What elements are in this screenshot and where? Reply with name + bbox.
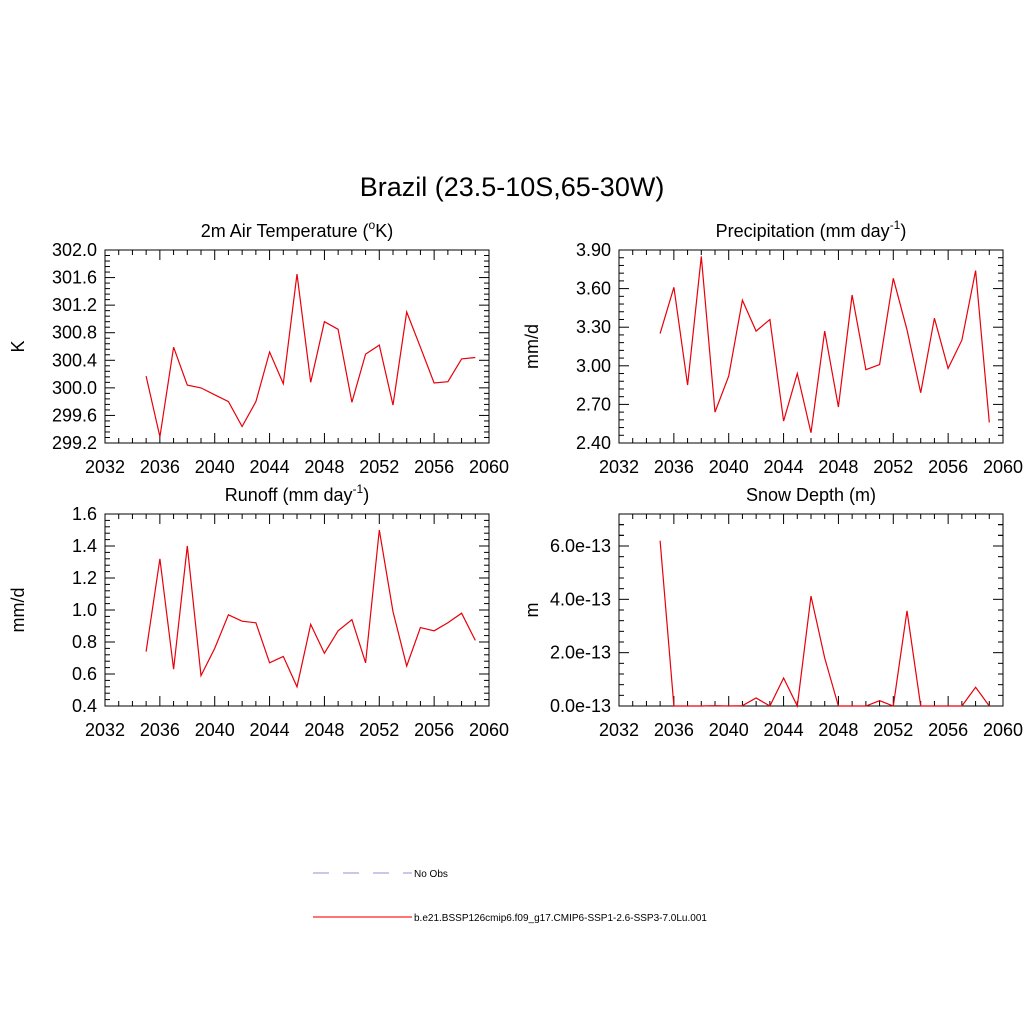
y-tick-label: 301.2 bbox=[52, 295, 97, 315]
x-tick-label: 2036 bbox=[140, 457, 180, 477]
y-tick-label: 301.6 bbox=[52, 268, 97, 288]
panel-runoff: Runoff (mm day-1) mm/d 2032 2036 2040 2044 204… bbox=[8, 482, 509, 740]
x-tick-label: 2048 bbox=[304, 457, 344, 477]
x-tick-label: 2040 bbox=[709, 720, 749, 740]
panel-title-main: 2m Air Temperature ( bbox=[201, 221, 369, 241]
panel-precipitation: Precipitation (mm day-1) mm/d 2032 2036 2040… bbox=[522, 218, 1023, 477]
y-tick-label: 4.0e-13 bbox=[550, 589, 611, 609]
y-tick-label: 1.4 bbox=[72, 536, 97, 556]
x-tick-label: 2048 bbox=[304, 720, 344, 740]
x-tick-label: 2056 bbox=[928, 457, 968, 477]
series-line bbox=[145, 274, 476, 437]
y-tick-label: 302.0 bbox=[52, 240, 97, 260]
panel-title-tail: ) bbox=[900, 221, 906, 241]
y-tick-label: 1.6 bbox=[72, 504, 97, 524]
x-tick-label: 2052 bbox=[359, 457, 399, 477]
panel-title: Precipitation (mm day-1) bbox=[716, 218, 907, 241]
x-tick-label: 2052 bbox=[359, 720, 399, 740]
y-tick-label: 3.30 bbox=[576, 317, 611, 337]
x-tick-label: 2060 bbox=[469, 720, 509, 740]
panel-title-main: Precipitation (mm day bbox=[716, 221, 890, 241]
panel-title-main: Snow Depth (m) bbox=[746, 485, 876, 505]
x-tick-label: 2060 bbox=[469, 457, 509, 477]
panel-title-main: Runoff (mm day bbox=[225, 485, 353, 505]
y-tick-label: 2.0e-13 bbox=[550, 643, 611, 663]
x-tick-label: 2044 bbox=[764, 720, 804, 740]
y-tick-label: 300.4 bbox=[52, 350, 97, 370]
x-tick-label: 2056 bbox=[414, 720, 454, 740]
y-tick-label: 0.8 bbox=[72, 632, 97, 652]
plot-frame bbox=[104, 249, 490, 444]
y-tick-label: 300.8 bbox=[52, 323, 97, 343]
panels: 2m Air Temperature (oK) K 2032 2036 2040 2044… bbox=[8, 218, 1023, 740]
figure-title: Brazil (23.5-10S,65-30W) bbox=[360, 172, 665, 202]
x-tick-label: 2060 bbox=[983, 720, 1023, 740]
y-tick-label: 0.6 bbox=[72, 664, 97, 684]
x-tick-label: 2044 bbox=[764, 457, 804, 477]
y-tick-label: 3.90 bbox=[576, 240, 611, 260]
y-tick-label: 0.0e-13 bbox=[550, 696, 611, 716]
panel-title-sup: o bbox=[369, 218, 376, 232]
x-tick-label: 2044 bbox=[250, 720, 290, 740]
panel-title: Runoff (mm day-1) bbox=[225, 482, 369, 505]
x-tick-label: 2040 bbox=[709, 457, 749, 477]
panel-title-tail: ) bbox=[363, 485, 369, 505]
y-axis-label: mm/d bbox=[522, 324, 542, 369]
y-axis-label: K bbox=[8, 340, 28, 352]
y-tick-label: 299.6 bbox=[52, 405, 97, 425]
y-tick-label: 3.00 bbox=[576, 356, 611, 376]
x-tick-label: 2036 bbox=[654, 457, 694, 477]
x-tick-label: 2044 bbox=[250, 457, 290, 477]
x-tick-label: 2048 bbox=[818, 457, 858, 477]
panel-snow-depth: Snow Depth (m) m 2032 2036 2040 2044 2048 2052 2… bbox=[522, 485, 1023, 740]
panel-title-sup: -1 bbox=[353, 482, 364, 496]
x-tick-label: 2036 bbox=[140, 720, 180, 740]
x-tick-label: 2032 bbox=[85, 720, 125, 740]
y-axis-label: mm/d bbox=[8, 588, 28, 633]
x-tick-label: 2032 bbox=[599, 720, 639, 740]
x-tick-label: 2040 bbox=[195, 720, 235, 740]
panel-title-sup: -1 bbox=[890, 218, 901, 232]
y-tick-label: 299.2 bbox=[52, 433, 97, 453]
x-tick-label: 2036 bbox=[654, 720, 694, 740]
x-tick-label: 2032 bbox=[85, 457, 125, 477]
x-tick-label: 2052 bbox=[873, 720, 913, 740]
panel-title: Snow Depth (m) bbox=[746, 485, 876, 505]
x-tick-label: 2048 bbox=[818, 720, 858, 740]
legend: No Obs b.e21.BSSP126cmip6.f09_g17.CMIP6-… bbox=[313, 869, 707, 924]
y-tick-label: 2.40 bbox=[576, 433, 611, 453]
y-tick-label: 0.4 bbox=[72, 696, 97, 716]
series-line bbox=[659, 540, 990, 709]
y-tick-label: 300.0 bbox=[52, 378, 97, 398]
y-tick-label: 2.70 bbox=[576, 394, 611, 414]
legend-label-model: b.e21.BSSP126cmip6.f09_g17.CMIP6-SSP1-2.… bbox=[414, 913, 707, 924]
plot-frame bbox=[618, 249, 1004, 444]
x-tick-label: 2056 bbox=[414, 457, 454, 477]
panel-title-tail: K) bbox=[375, 221, 393, 241]
series-line bbox=[659, 256, 990, 433]
x-tick-label: 2040 bbox=[195, 457, 235, 477]
y-tick-label: 1.2 bbox=[72, 568, 97, 588]
plot-frame bbox=[618, 513, 1004, 707]
legend-label-no-obs: No Obs bbox=[414, 869, 448, 880]
plot-frame bbox=[104, 513, 490, 707]
x-tick-label: 2060 bbox=[983, 457, 1023, 477]
series-line bbox=[145, 529, 476, 689]
x-tick-label: 2056 bbox=[928, 720, 968, 740]
x-tick-label: 2032 bbox=[599, 457, 639, 477]
panel-temperature: 2m Air Temperature (oK) K 2032 2036 2040 2044… bbox=[8, 218, 509, 477]
y-axis-label: m bbox=[522, 603, 542, 618]
y-tick-label: 1.0 bbox=[72, 600, 97, 620]
panel-title: 2m Air Temperature (oK) bbox=[201, 218, 393, 241]
y-tick-label: 6.0e-13 bbox=[550, 536, 611, 556]
x-tick-label: 2052 bbox=[873, 457, 913, 477]
y-tick-label: 3.60 bbox=[576, 279, 611, 299]
